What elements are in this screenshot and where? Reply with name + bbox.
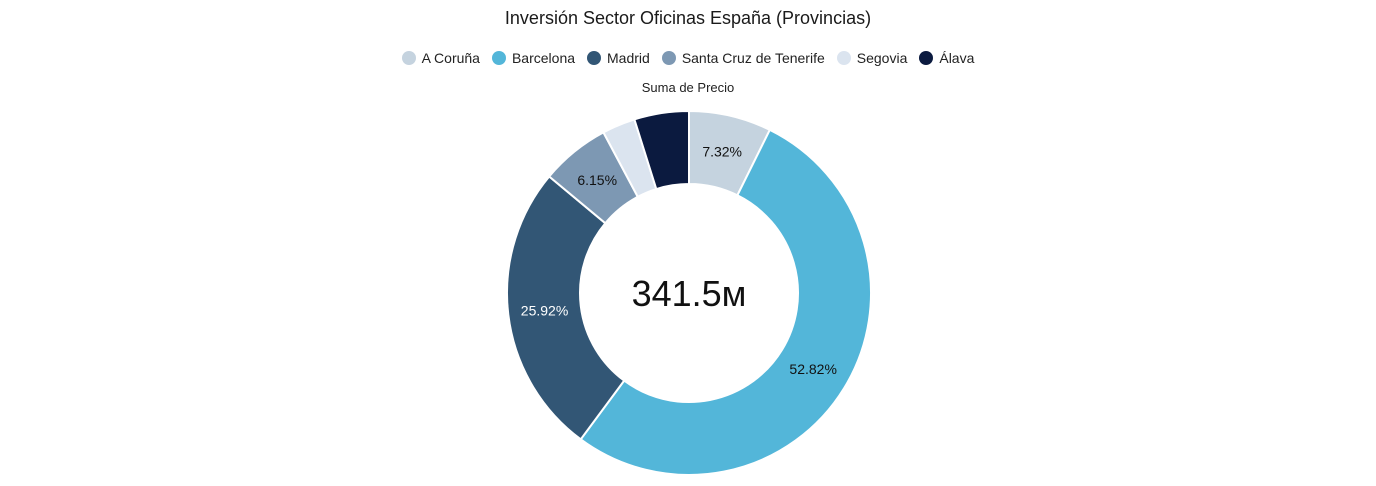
legend-label: Barcelona	[511, 50, 576, 66]
legend-label: Álava	[939, 50, 975, 66]
legend-swatch	[491, 51, 506, 65]
center-total: 341.5м	[632, 273, 747, 314]
donut-slice[interactable]	[579, 128, 873, 476]
chart-legend: A Coruña Barcelona Madrid Santa Cruz de Ten…	[0, 50, 1376, 66]
donut-slice[interactable]	[506, 175, 626, 441]
legend-swatch	[401, 51, 416, 65]
legend-swatch	[836, 51, 851, 65]
slice-data-label: 6.15%	[577, 172, 617, 188]
legend-label: A Coruña	[421, 50, 480, 66]
slice-data-label: 7.32%	[702, 143, 742, 159]
chart-title: Inversión Sector Oficinas España (Provin…	[504, 8, 872, 28]
legend-label: Madrid	[607, 50, 650, 66]
slice-data-label: 52.82%	[789, 361, 836, 377]
donut-slice[interactable]	[633, 109, 690, 191]
legend-item[interactable]: Santa Cruz de Tenerife	[661, 50, 825, 66]
legend-label: Santa Cruz de Tenerife	[681, 50, 825, 66]
legend-swatch	[661, 51, 676, 65]
legend-label: Segovia	[856, 50, 908, 66]
legend-item[interactable]: A Coruña	[401, 50, 480, 66]
legend-item[interactable]: Madrid	[587, 50, 650, 66]
slice-data-label: 25.92%	[521, 302, 568, 318]
legend-item[interactable]: Segovia	[836, 50, 908, 66]
legend-item[interactable]: Álava	[919, 50, 974, 66]
legend-swatch	[919, 51, 934, 65]
legend-item[interactable]: Barcelona	[491, 50, 576, 66]
legend-swatch	[587, 51, 602, 65]
measure-label: Suma de Precio	[641, 80, 735, 95]
